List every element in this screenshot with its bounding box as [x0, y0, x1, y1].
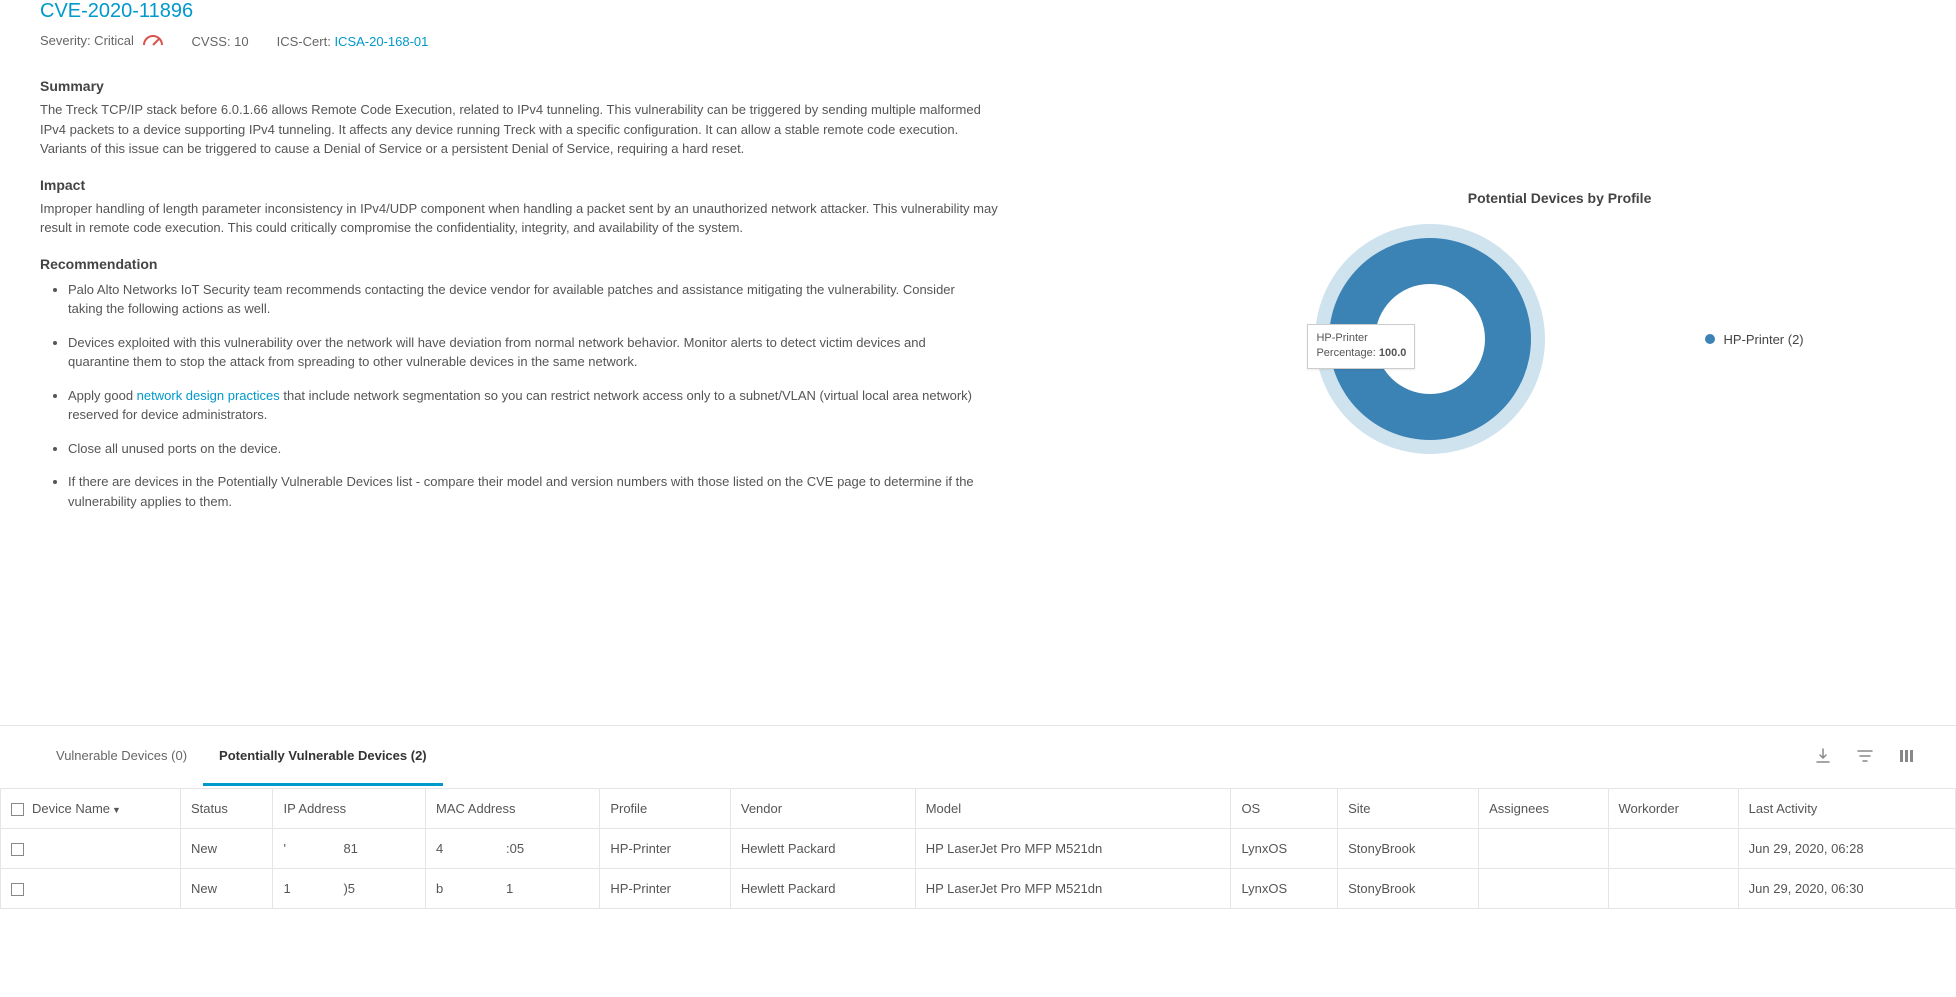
chart-title: Potential Devices by Profile: [1203, 190, 1916, 206]
recommendation-list: Palo Alto Networks IoT Security team rec…: [40, 280, 1203, 512]
download-icon[interactable]: [1814, 747, 1832, 768]
summary-heading: Summary: [40, 78, 1203, 94]
table-cell: New: [181, 869, 273, 909]
recommendation-item: Apply good network design practices that…: [68, 386, 988, 425]
impact-text: Improper handling of length parameter in…: [40, 199, 1000, 238]
column-header[interactable]: Last Activity: [1738, 789, 1955, 829]
icscert-label: ICS-Cert: ICSA-20-168-01: [277, 34, 429, 49]
table-cell: 4:05: [426, 829, 600, 869]
severity-label: Severity: Critical: [40, 33, 164, 50]
table-row[interactable]: New'814:05HP-PrinterHewlett PackardHP La…: [1, 829, 1956, 869]
cvss-label: CVSS: 10: [192, 34, 249, 49]
device-name-cell: [1, 869, 181, 909]
column-header[interactable]: Assignees: [1479, 789, 1608, 829]
recommendation-heading: Recommendation: [40, 256, 1203, 272]
column-header[interactable]: Vendor: [730, 789, 915, 829]
table-cell: Jun 29, 2020, 06:28: [1738, 829, 1955, 869]
table-cell: [1479, 869, 1608, 909]
table-cell: b1: [426, 869, 600, 909]
column-header[interactable]: MAC Address: [426, 789, 600, 829]
table-cell: [1479, 829, 1608, 869]
table-cell: StonyBrook: [1338, 869, 1479, 909]
table-cell: HP-Printer: [600, 829, 731, 869]
chart-legend-item[interactable]: HP-Printer (2): [1705, 332, 1803, 347]
column-header[interactable]: Model: [915, 789, 1231, 829]
row-checkbox[interactable]: [11, 883, 24, 896]
table-cell: StonyBrook: [1338, 829, 1479, 869]
column-header[interactable]: Device Name▼: [1, 789, 181, 829]
column-header[interactable]: Profile: [600, 789, 731, 829]
legend-dot-icon: [1705, 334, 1715, 344]
column-header[interactable]: IP Address: [273, 789, 426, 829]
table-cell: '81: [273, 829, 426, 869]
devices-table: Device Name▼StatusIP AddressMAC AddressP…: [0, 788, 1956, 909]
column-header[interactable]: Site: [1338, 789, 1479, 829]
chart-tooltip: HP-Printer Percentage: 100.0: [1307, 324, 1415, 369]
table-cell: 1)5: [273, 869, 426, 909]
column-header[interactable]: Workorder: [1608, 789, 1738, 829]
table-cell: HP LaserJet Pro MFP M521dn: [915, 869, 1231, 909]
table-cell: HP-Printer: [600, 869, 731, 909]
columns-icon[interactable]: [1898, 747, 1916, 768]
table-row[interactable]: New1)5b1HP-PrinterHewlett PackardHP Lase…: [1, 869, 1956, 909]
table-cell: Hewlett Packard: [730, 869, 915, 909]
table-cell: Jun 29, 2020, 06:30: [1738, 869, 1955, 909]
recommendation-item: Close all unused ports on the device.: [68, 439, 988, 459]
summary-text: The Treck TCP/IP stack before 6.0.1.66 a…: [40, 100, 1000, 159]
table-cell: HP LaserJet Pro MFP M521dn: [915, 829, 1231, 869]
select-all-checkbox[interactable]: [11, 803, 24, 816]
tab-vulnerable-devices[interactable]: Vulnerable Devices (0): [40, 728, 203, 786]
device-name-cell: [1, 829, 181, 869]
cve-id-heading[interactable]: CVE-2020-11896: [40, 0, 1203, 23]
table-cell: Hewlett Packard: [730, 829, 915, 869]
recommendation-item: Devices exploited with this vulnerabilit…: [68, 333, 988, 372]
icscert-link[interactable]: ICSA-20-168-01: [334, 34, 428, 49]
network-design-link[interactable]: network design practices: [137, 388, 280, 403]
recommendation-item: If there are devices in the Potentially …: [68, 472, 988, 511]
sort-arrow-icon: ▼: [112, 805, 121, 815]
column-header[interactable]: Status: [181, 789, 273, 829]
impact-heading: Impact: [40, 177, 1203, 193]
row-checkbox[interactable]: [11, 843, 24, 856]
table-cell: LynxOS: [1231, 869, 1338, 909]
table-cell: [1608, 829, 1738, 869]
tab-potentially-vulnerable-devices[interactable]: Potentially Vulnerable Devices (2): [203, 728, 443, 786]
column-header[interactable]: OS: [1231, 789, 1338, 829]
table-cell: New: [181, 829, 273, 869]
profile-donut-chart[interactable]: HP-Printer Percentage: 100.0: [1315, 224, 1545, 454]
severity-gauge-icon: [142, 33, 164, 50]
table-cell: LynxOS: [1231, 829, 1338, 869]
filter-icon[interactable]: [1856, 747, 1874, 768]
table-cell: [1608, 869, 1738, 909]
recommendation-item: Palo Alto Networks IoT Security team rec…: [68, 280, 988, 319]
